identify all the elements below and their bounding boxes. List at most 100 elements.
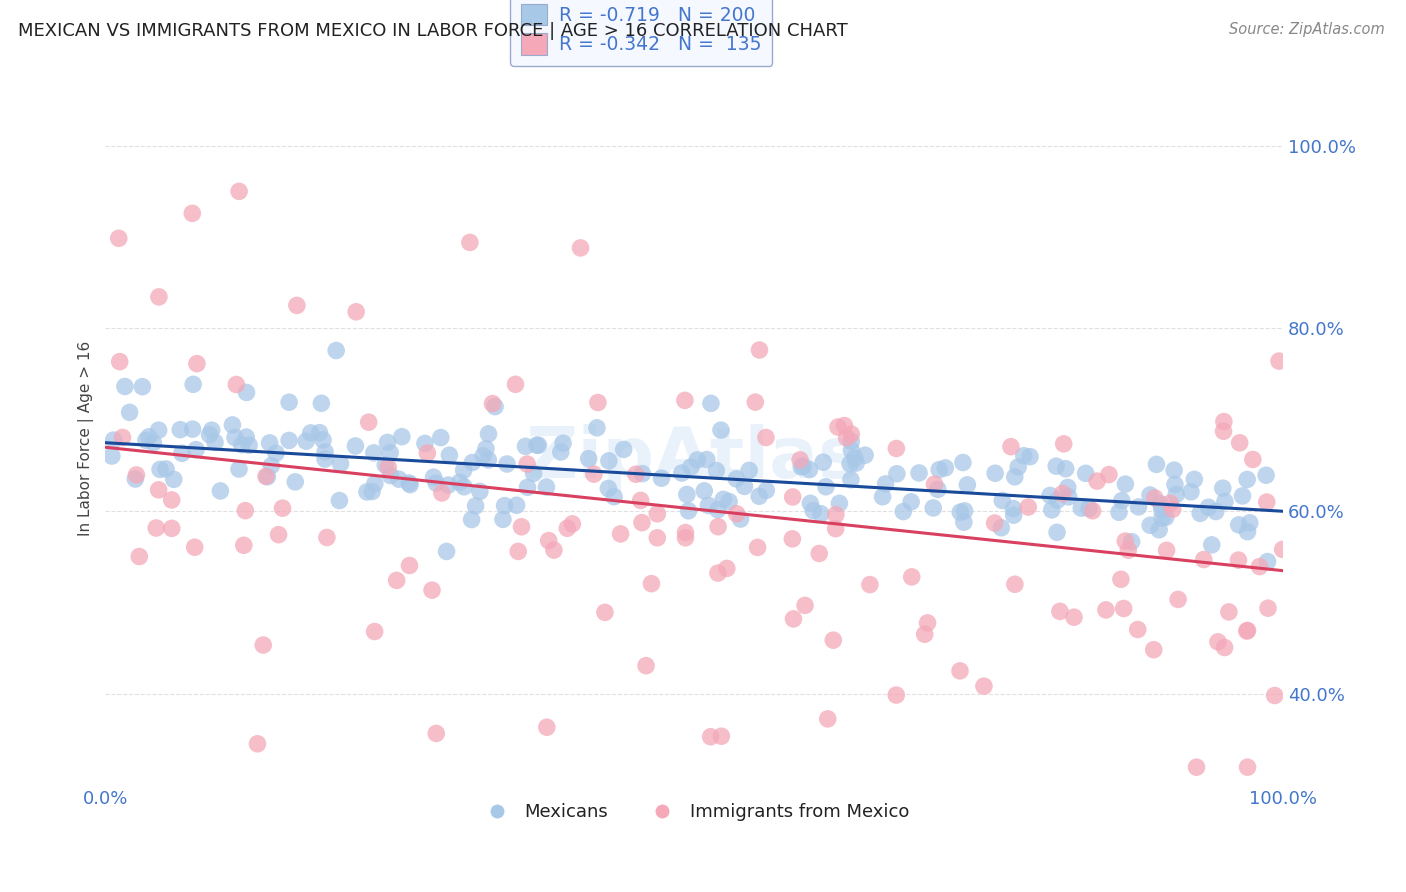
Point	[808, 546, 831, 560]
Point	[686, 453, 709, 467]
Point	[891, 505, 914, 519]
Point	[707, 566, 730, 580]
Point	[1147, 523, 1170, 537]
Point	[949, 664, 972, 678]
Point	[811, 455, 834, 469]
Point	[799, 462, 821, 476]
Point	[475, 442, 498, 456]
Point	[1164, 477, 1187, 491]
Point	[1185, 760, 1208, 774]
Point	[461, 455, 484, 469]
Point	[285, 298, 308, 312]
Point	[990, 521, 1012, 535]
Point	[1114, 534, 1136, 549]
Point	[1004, 577, 1026, 591]
Point	[839, 457, 862, 471]
Point	[364, 476, 387, 491]
Point	[314, 445, 336, 459]
Point	[1206, 635, 1229, 649]
Point	[983, 516, 1005, 530]
Point	[1236, 473, 1258, 487]
Point	[145, 521, 167, 535]
Point	[437, 478, 460, 492]
Point	[181, 377, 204, 392]
Point	[755, 430, 778, 444]
Point	[794, 599, 817, 613]
Point	[953, 504, 976, 518]
Point	[221, 417, 243, 432]
Point	[357, 415, 380, 429]
Point	[693, 483, 716, 498]
Point	[1229, 435, 1251, 450]
Point	[631, 467, 654, 481]
Point	[884, 688, 907, 702]
Point	[679, 460, 702, 475]
Point	[308, 425, 330, 440]
Point	[508, 544, 530, 558]
Point	[267, 527, 290, 541]
Point	[586, 395, 609, 409]
Point	[284, 475, 307, 489]
Point	[148, 423, 170, 437]
Point	[138, 430, 160, 444]
Point	[128, 549, 150, 564]
Point	[458, 235, 481, 250]
Point	[1239, 516, 1261, 530]
Point	[1046, 493, 1069, 508]
Point	[1139, 488, 1161, 502]
Point	[1150, 511, 1173, 525]
Point	[314, 452, 336, 467]
Point	[582, 467, 605, 482]
Point	[1161, 502, 1184, 516]
Point	[155, 462, 177, 476]
Point	[464, 499, 486, 513]
Point	[453, 463, 475, 477]
Point	[228, 185, 250, 199]
Point	[1241, 452, 1264, 467]
Point	[224, 431, 246, 445]
Point	[789, 453, 811, 467]
Point	[673, 393, 696, 408]
Point	[170, 446, 193, 460]
Point	[991, 493, 1014, 508]
Point	[900, 570, 922, 584]
Point	[1108, 505, 1130, 519]
Point	[578, 451, 600, 466]
Point	[460, 512, 482, 526]
Point	[593, 605, 616, 619]
Point	[131, 379, 153, 393]
Point	[844, 450, 866, 465]
Point	[160, 521, 183, 535]
Point	[1257, 555, 1279, 569]
Point	[823, 633, 845, 648]
Point	[630, 493, 652, 508]
Point	[1081, 504, 1104, 518]
Point	[645, 531, 668, 545]
Point	[160, 492, 183, 507]
Point	[1213, 640, 1236, 655]
Point	[1057, 490, 1080, 504]
Point	[505, 498, 527, 512]
Point	[810, 507, 832, 521]
Point	[1074, 467, 1097, 481]
Point	[1114, 477, 1136, 491]
Point	[1040, 503, 1063, 517]
Point	[114, 379, 136, 393]
Point	[799, 496, 821, 510]
Point	[1154, 510, 1177, 524]
Point	[183, 540, 205, 554]
Point	[738, 463, 761, 477]
Point	[675, 525, 697, 540]
Point	[1126, 623, 1149, 637]
Point	[468, 484, 491, 499]
Point	[1182, 472, 1205, 486]
Point	[198, 427, 221, 442]
Point	[1111, 493, 1133, 508]
Point	[710, 423, 733, 437]
Point	[676, 487, 699, 501]
Point	[718, 494, 741, 508]
Point	[235, 385, 257, 400]
Point	[163, 472, 186, 486]
Point	[413, 436, 436, 450]
Point	[1236, 760, 1258, 774]
